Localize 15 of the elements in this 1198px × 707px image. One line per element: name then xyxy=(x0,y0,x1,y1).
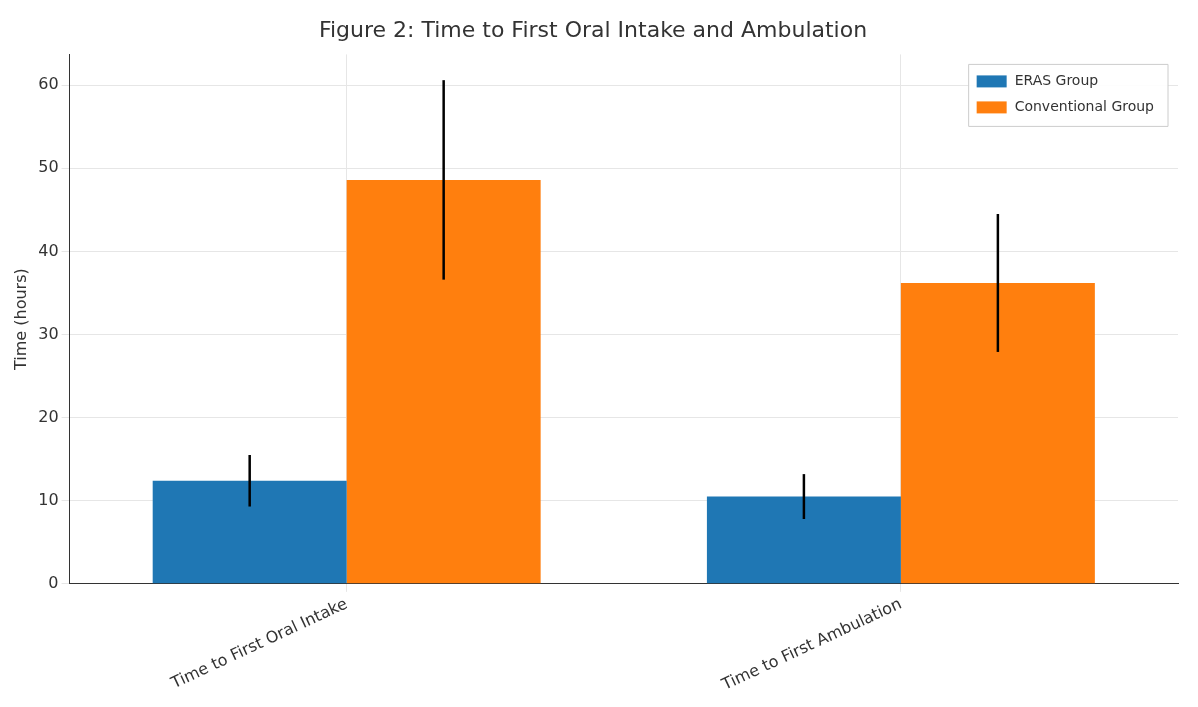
bar xyxy=(346,179,541,584)
y-tick-label: 50 xyxy=(38,157,59,177)
y-tick-label: 0 xyxy=(48,572,59,592)
legend-label: Conventional Group xyxy=(1014,98,1155,115)
legend-label: ERAS Group xyxy=(1014,72,1099,89)
y-tick-label: 20 xyxy=(38,406,59,426)
chart-title: Figure 2: Time to First Oral Intake and Ambulation xyxy=(318,16,868,42)
y-tick-label: 40 xyxy=(38,240,59,260)
y-tick-label: 60 xyxy=(38,74,59,94)
y-tick-label: 30 xyxy=(38,323,59,343)
y-tick-label: 10 xyxy=(38,489,59,509)
bar xyxy=(900,282,1095,584)
bar xyxy=(152,480,347,584)
y-axis-title: Time (hours) xyxy=(10,268,30,371)
bar xyxy=(706,496,901,584)
